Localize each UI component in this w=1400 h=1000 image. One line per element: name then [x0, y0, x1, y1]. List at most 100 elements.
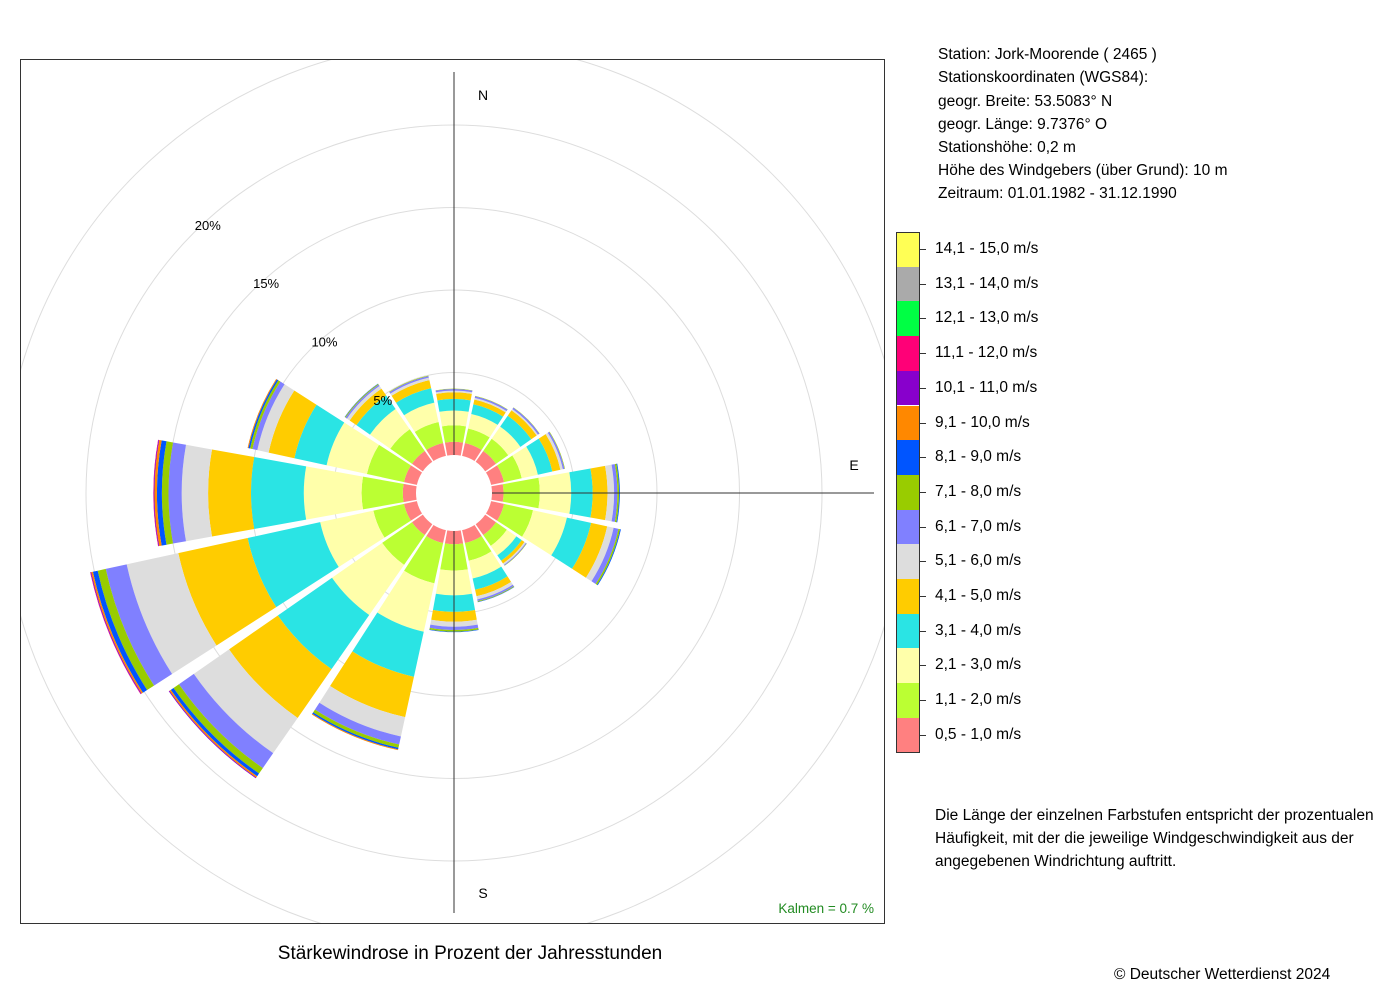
legend-label: 5,1 - 6,0 m/s	[935, 552, 1022, 570]
sector-SO-class-3	[490, 529, 517, 556]
calm-label: Kalmen = 0.7 %	[778, 901, 874, 916]
sector-SSO-class-3	[468, 551, 502, 579]
sector-OSO-class-4	[551, 517, 592, 569]
legend-item: 8,1 - 9,0 m/s	[896, 440, 1356, 475]
sector-WSW-class-4	[247, 522, 339, 608]
sector-WSW-class-6	[126, 553, 217, 674]
station-height: Stationshöhe: 0,2 m	[938, 139, 1076, 156]
legend-tick	[920, 665, 926, 667]
sector-WSW-class-1	[403, 501, 423, 521]
legend-label: 0,5 - 1,0 m/s	[935, 725, 1022, 743]
legend-label: 3,1 - 4,0 m/s	[935, 621, 1022, 639]
sector-OSO-class-3	[522, 510, 567, 556]
sector-WSW-class-9	[92, 570, 148, 693]
legend-label: 2,1 - 3,0 m/s	[935, 656, 1022, 674]
legend-label: 1,1 - 2,0 m/s	[935, 691, 1022, 709]
sector-O-class-9	[616, 463, 620, 523]
sector-SO-class-7	[503, 542, 527, 566]
grid-ring-25	[21, 60, 884, 923]
legend-swatch	[896, 648, 920, 684]
legend-item: 3,1 - 4,0 m/s	[896, 613, 1356, 649]
ring-label-5: 5%	[373, 393, 392, 408]
sector-NNO-class-3	[468, 413, 498, 438]
sector-SW-class-4	[277, 577, 370, 670]
legend-item: 6,1 - 7,0 m/s	[896, 509, 1356, 545]
sector-NO-class-6	[511, 408, 539, 436]
sector-SW-class-1	[411, 514, 433, 536]
sector-OSO-class-5	[572, 522, 608, 578]
legend-swatch	[896, 579, 920, 614]
sector-WNW-class-3	[326, 422, 379, 475]
legend-swatch	[896, 544, 920, 579]
compass-label-E: E	[849, 457, 858, 473]
sector-NW-class-3	[369, 408, 410, 449]
sector-WSW-class-2	[373, 503, 411, 538]
sector-NO-class-7	[512, 407, 540, 435]
legend-item: 2,1 - 3,0 m/s	[896, 648, 1356, 684]
legend-tick	[920, 318, 926, 320]
sector-NNW-class-6	[390, 377, 430, 396]
sector-ONO-class-1	[485, 465, 505, 485]
legend-tick	[920, 734, 926, 736]
sector-WSW-class-8	[97, 568, 155, 691]
sector-SW-class-5	[229, 615, 332, 718]
sector-NW-class-5	[349, 388, 387, 426]
legend-tick	[920, 422, 926, 424]
sector-SSW-class-2	[404, 536, 444, 584]
sector-NNO-class-4	[471, 404, 504, 425]
legend-item: 10,1 - 11,0 m/s	[896, 370, 1356, 406]
legend-tick	[920, 561, 926, 563]
sector-NNO-class-2	[464, 428, 490, 450]
legend-swatch	[896, 683, 920, 718]
sector-W-class-5	[208, 449, 255, 537]
sector-SO-class-1	[475, 514, 497, 536]
legend-swatch	[896, 370, 920, 406]
sector-SO-class-6	[502, 541, 526, 565]
sector-ONO-class-5	[538, 434, 561, 472]
sector-WNW-class-6	[257, 384, 295, 453]
legend-swatch	[896, 717, 920, 753]
sector-O-class-8	[614, 463, 620, 523]
sector-SSO-class-4	[472, 566, 508, 590]
legend-tick	[920, 353, 926, 355]
sector-OSO-class-7	[591, 527, 619, 584]
sector-OSO-class-8	[595, 528, 621, 585]
sector-NNO-class-5	[473, 399, 506, 417]
sector-NO-class-1	[475, 450, 497, 472]
sector-OSO-class-6	[585, 526, 614, 582]
legend-tick	[920, 283, 926, 285]
sector-ONO-class-6	[545, 432, 563, 470]
sector-SSW-class-7	[314, 702, 401, 745]
sector-W-class-12	[153, 439, 159, 547]
sector-SW-class-7	[178, 673, 274, 769]
legend-item: 9,1 - 10,0 m/s	[896, 405, 1356, 441]
sector-W-class-7	[168, 442, 187, 544]
sector-SSO-class-5	[475, 576, 512, 597]
legend-swatch	[896, 405, 920, 441]
sector-ONO-class-2	[497, 455, 522, 483]
legend-swatch	[896, 266, 920, 302]
sector-SW-class-8	[173, 684, 263, 774]
sector-W-class-11	[153, 439, 160, 547]
sector-NNO-class-1	[462, 442, 482, 462]
legend-tick	[920, 491, 926, 493]
sector-SO-class-5	[501, 540, 525, 564]
sector-WNW-class-4	[294, 404, 345, 466]
sector-NW-class-2	[390, 429, 425, 464]
legend-item: 13,1 - 14,0 m/s	[896, 266, 1356, 302]
sector-SO-class-4	[497, 536, 522, 561]
copyright: © Deutscher Wetterdienst 2024	[1114, 966, 1331, 983]
legend-swatch	[896, 613, 920, 649]
legend-label: 6,1 - 7,0 m/s	[935, 517, 1022, 535]
sector-NO-class-5	[507, 410, 537, 440]
sector-NW-class-1	[411, 450, 433, 472]
station-coordinates-heading: Stationskoordinaten (WGS84):	[938, 69, 1149, 86]
legend-tick	[920, 249, 926, 250]
sector-SW-class-6	[193, 649, 298, 754]
sector-W-class-4	[251, 457, 307, 529]
sector-NNW-class-3	[404, 402, 439, 432]
sector-WNW-class-7	[252, 381, 285, 451]
legend-label: 7,1 - 8,0 m/s	[935, 482, 1022, 500]
sector-SSO-class-8	[477, 586, 515, 602]
legend-swatch	[896, 474, 920, 510]
